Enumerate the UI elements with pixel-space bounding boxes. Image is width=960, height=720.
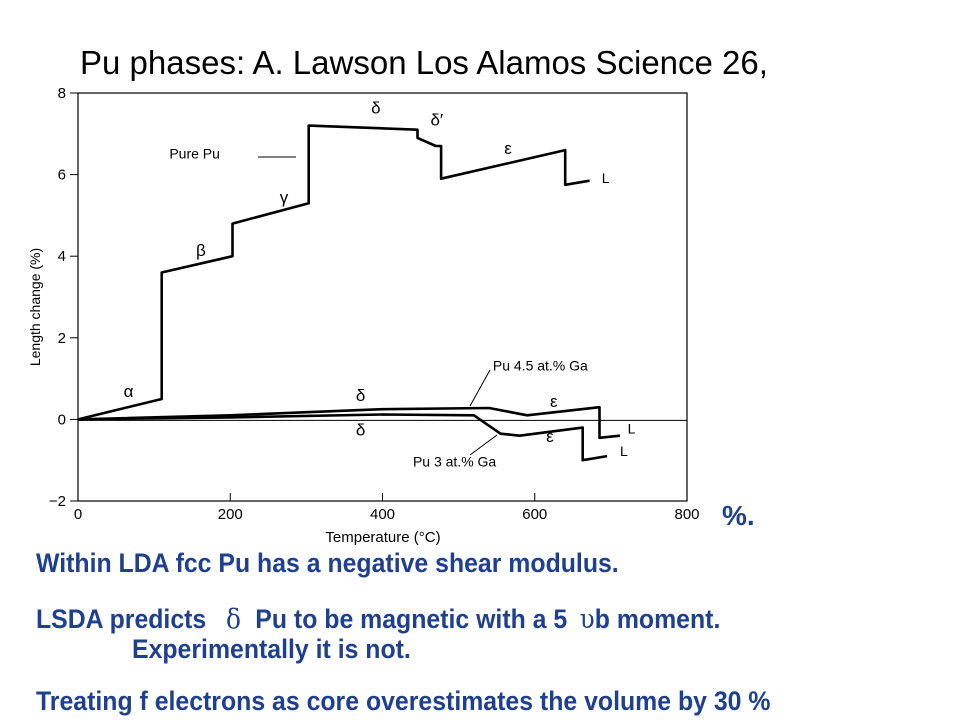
bullet-experimental: Experimentally it is not. <box>132 634 411 664</box>
annotation-label: Pu 4.5 at.% Ga <box>493 357 588 373</box>
x-axis-label: Temperature (°C) <box>325 529 440 546</box>
y-axis-label: Length change (%) <box>27 248 43 366</box>
annotation-label: L <box>620 443 628 459</box>
x-tick-label-600: 600 <box>522 506 547 523</box>
slide-title: Pu phases: A. Lawson Los Alamos Science … <box>80 44 768 81</box>
annotation-label: Pu 3 at.% Ga <box>413 453 496 469</box>
x-tick-label-800: 800 <box>674 506 699 523</box>
series-line-pu-3-at-ga <box>77 413 608 462</box>
annotation-label: δ <box>356 386 365 405</box>
x-tick-label-0: 0 <box>74 506 82 523</box>
series-lines <box>77 124 621 462</box>
annotation-label: δ <box>371 98 380 117</box>
y-tick-label-8: 8 <box>58 85 66 102</box>
x-tick-label-200: 200 <box>218 506 243 523</box>
y-tick-label--2: −2 <box>49 493 66 510</box>
delta-symbol: δ <box>226 604 242 635</box>
axes-ticks: 0 200 400 600 800 −2 0 2 4 6 8 <box>49 85 700 523</box>
bullet-lsda-post: b moment. <box>594 604 721 634</box>
annotation-label: β <box>196 241 206 260</box>
annotation-label: α <box>124 382 134 401</box>
annotations: Pure Pu α β γ δ δ′ ε L Pu 4.5 at.% Ga δ ε Lδ ε L Pu 3 … <box>124 98 636 469</box>
cut-off-percent-text: %. <box>722 500 755 531</box>
annotation-label: ε <box>550 392 558 411</box>
leader-lines <box>258 156 498 456</box>
x-tick-label-400: 400 <box>370 506 395 523</box>
annotation-label: δ′ <box>430 111 443 130</box>
annotation-label: L <box>602 170 610 186</box>
y-tick-label-4: 4 <box>58 248 66 265</box>
bullet-lsda-mid: Pu to be magnetic with a 5 <box>255 604 568 634</box>
bullet-shear-modulus: Within LDA fcc Pu has a negative shear m… <box>36 548 619 578</box>
bullet-lsda-pre: LSDA predicts <box>36 604 207 634</box>
bullet-f-electrons-core: Treating f electrons as core overestimat… <box>36 686 771 716</box>
mu-symbol: υ <box>579 604 595 635</box>
series-line-pu-4-5-at-ga <box>77 405 621 440</box>
annotation-label: Pure Pu <box>169 145 220 161</box>
annotation-label: γ <box>280 188 289 207</box>
ga45-leader <box>469 369 491 407</box>
y-tick-label-2: 2 <box>58 330 66 347</box>
annotation-label: L <box>628 421 636 437</box>
y-tick-label-0: 0 <box>58 411 66 428</box>
annotation-label: δ <box>356 421 365 440</box>
series-line-pure-pu <box>77 124 590 421</box>
bullet-lsda-magnetic: LSDA predicts δ Pu to be magnetic with a… <box>36 604 720 635</box>
annotation-label: ε <box>504 139 512 158</box>
y-tick-label-6: 6 <box>58 167 66 184</box>
ga3-leader <box>469 434 498 456</box>
length-change-chart: 0 200 400 600 800 −2 0 2 4 6 8 Pure Pu α β γ δ δ′ ε L Pu 4… <box>27 85 700 546</box>
annotation-label: ε <box>546 427 554 446</box>
